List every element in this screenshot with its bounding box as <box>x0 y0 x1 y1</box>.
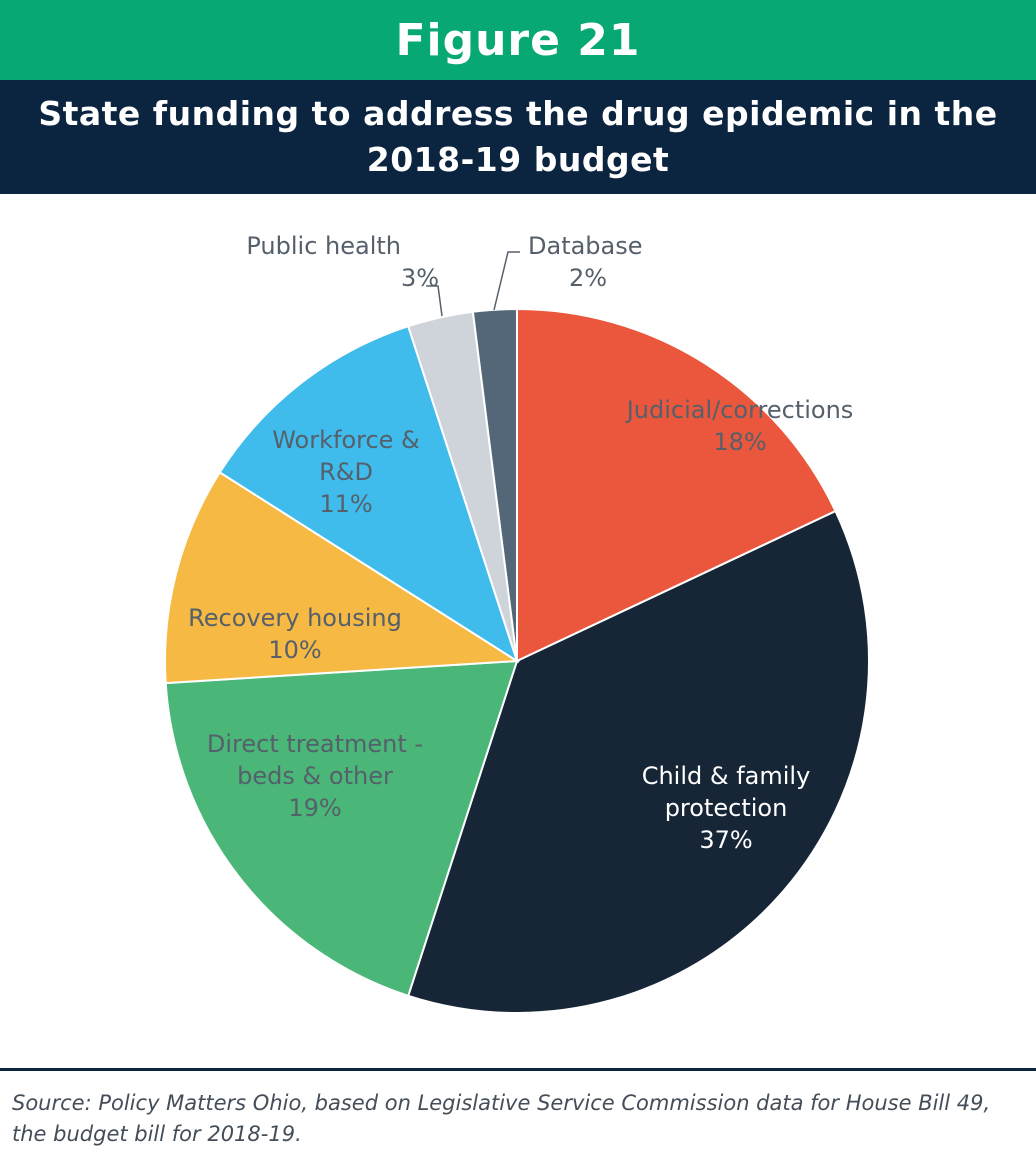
chart-title: State funding to address the drug epidem… <box>38 94 998 179</box>
pie-slice-database <box>471 307 518 662</box>
public-health-leader <box>426 285 443 317</box>
slice-label-database: Database 2% <box>528 232 643 292</box>
leader-lines <box>426 251 520 317</box>
pie-slice-judicial-corrections <box>516 307 837 663</box>
pie-slice-direct-treatment-beds-other <box>164 659 519 998</box>
slice-label-judicial-corrections: Judicial/corrections 18% <box>625 396 854 456</box>
pie-slice-recovery-housing <box>164 471 521 685</box>
figure-number-bar: Figure 21 <box>0 0 1036 80</box>
slice-label-direct-treatment-beds-other: Direct treatment -beds & other 19% <box>207 730 423 822</box>
footer-divider <box>0 1068 1036 1071</box>
source-note: Source: Policy Matters Ohio, based on Le… <box>12 1091 991 1146</box>
chart-title-bar: State funding to address the drug epidem… <box>0 80 1036 194</box>
pie-slices <box>164 307 870 1014</box>
slice-label-workforce-r-d: Workforce & R&D 11% <box>272 426 420 518</box>
slice-label-child-family-protection: Child & family protection 37% <box>642 762 811 854</box>
figure-number: Figure 21 <box>395 14 641 66</box>
pie-chart: Judicial/corrections 18% Child & family pro… <box>164 232 870 1014</box>
slice-labels: Judicial/corrections 18% Child & family pro… <box>188 232 853 854</box>
pie-slice-workforce-r-d <box>218 324 519 664</box>
database-leader <box>493 251 520 311</box>
pie-slice-child-family-protection <box>406 509 870 1014</box>
slice-label-public-health: Public health3% <box>246 232 439 292</box>
slice-label-recovery-housing: Recovery housing 10% <box>188 604 402 664</box>
